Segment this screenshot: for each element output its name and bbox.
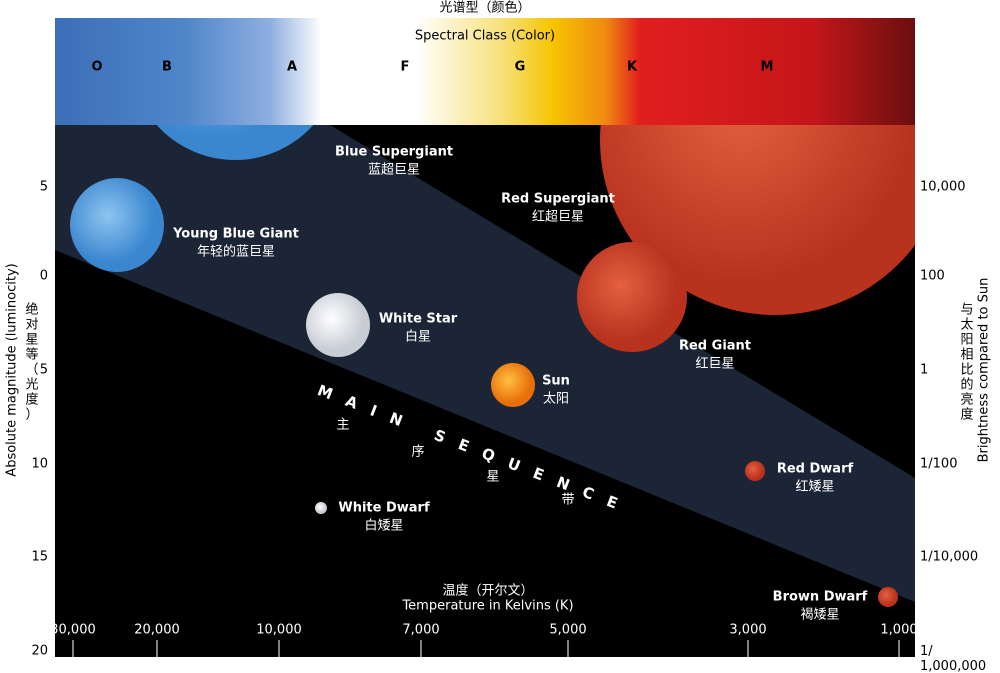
- star-name-en: Brown Dwarf: [773, 590, 868, 605]
- spectral-bar: [55, 18, 915, 125]
- right-label-zh: 阳: [960, 333, 973, 348]
- star-name-en: White Dwarf: [338, 501, 430, 516]
- spectral-class: O: [91, 60, 102, 75]
- right-label-zh: 与: [960, 303, 973, 318]
- x-tick-label: 3,000: [729, 623, 766, 638]
- x-tick-label: 7,000: [402, 623, 439, 638]
- right-label-zh: 太: [960, 318, 973, 333]
- star-name-en: Blue Supergiant: [335, 145, 453, 160]
- star: [156, 125, 314, 160]
- spectral-class: F: [401, 60, 410, 75]
- star-name-en: Sun: [542, 374, 570, 389]
- left-label-en: Absolute magnitude (luminocity): [5, 263, 20, 476]
- right-label-zh: 亮: [960, 392, 973, 408]
- spectral-class: A: [287, 60, 297, 75]
- left-label-zh: （: [25, 363, 38, 378]
- left-tick-label: 10: [31, 457, 48, 472]
- star-name-en: Red Giant: [679, 339, 751, 354]
- right-label-zh: 相: [960, 348, 973, 363]
- x-tick-label: 5,000: [549, 623, 586, 638]
- left-tick-label: 20: [31, 644, 48, 659]
- right-tick-label: 1/10,000: [920, 550, 978, 565]
- star: [70, 178, 164, 272]
- star-name-en: Red Supergiant: [501, 192, 615, 207]
- left-label-zh: 度: [25, 392, 38, 408]
- left-label-zh: 星: [25, 333, 38, 348]
- right-tick-label: 1/100: [920, 457, 957, 472]
- spectral-class: G: [515, 60, 526, 75]
- right-label-zh: 比: [960, 363, 973, 378]
- x-tick-label: 30,000: [50, 623, 96, 638]
- star-name-zh: 红巨星: [695, 356, 734, 372]
- x-label-zh: 温度（开尔文）: [442, 583, 533, 599]
- star-name-en: Young Blue Giant: [172, 227, 299, 242]
- main-sequence-zh: 带: [561, 493, 574, 508]
- spectral-class: B: [162, 60, 172, 75]
- left-tick-label: 15: [31, 550, 48, 565]
- left-tick-label: 0: [40, 269, 48, 284]
- star: [600, 125, 915, 315]
- right-label-en: Brightness compared to Sun: [977, 278, 992, 463]
- star-name-zh: 太阳: [543, 392, 569, 407]
- right-tick-label: 1: [920, 363, 928, 378]
- main-sequence-zh: 序: [411, 445, 424, 460]
- right-label-zh: 度: [960, 407, 973, 423]
- left-label-zh: 等: [25, 347, 38, 363]
- main-sequence-zh: 主: [336, 418, 349, 433]
- left-label-zh: 绝: [25, 302, 38, 318]
- x-tick-label: 10,000: [256, 623, 302, 638]
- left-label-zh: 对: [25, 318, 38, 333]
- right-tick-label: 100: [920, 269, 945, 284]
- spectral-class: M: [761, 60, 774, 75]
- star: [306, 293, 370, 357]
- star-name-zh: 白矮星: [364, 518, 403, 534]
- right-label-zh: 的: [960, 377, 973, 393]
- stars: [156, 125, 915, 315]
- star-name-zh: 蓝超巨星: [368, 163, 420, 178]
- star-name-zh: 红矮星: [795, 479, 834, 495]
- left-label-zh: ）: [25, 408, 38, 423]
- main-sequence-band: [55, 125, 915, 602]
- main-sequence-zh: 星: [486, 470, 499, 485]
- star-name-en: White Star: [379, 312, 458, 327]
- star-name-en: Red Dwarf: [777, 462, 854, 477]
- star-name-zh: 年轻的蓝巨星: [197, 244, 275, 260]
- x-label-en: Temperature in Kelvins (K): [401, 599, 573, 614]
- x-tick-label: 20,000: [134, 623, 180, 638]
- right-tick-label: 10,000: [920, 180, 966, 195]
- title-en: Spectral Class (Color): [415, 29, 555, 44]
- star: [745, 461, 765, 481]
- star: [878, 587, 898, 607]
- spectral-class: K: [627, 60, 638, 75]
- star-name-zh: 红超巨星: [532, 209, 584, 225]
- left-tick-label: 5: [40, 363, 48, 378]
- star-name-zh: 褐矮星: [800, 608, 839, 623]
- star: [491, 363, 535, 407]
- star: [577, 242, 687, 352]
- x-tick-label: 1,000: [880, 623, 917, 638]
- title-zh: 光谱型（颜色）: [439, 0, 530, 16]
- right-tick-label: 1/1,000,000: [920, 644, 986, 673]
- star-name-zh: 白星: [405, 329, 431, 345]
- left-tick-label: 5: [40, 180, 48, 195]
- left-label-zh: 光: [25, 378, 38, 393]
- star: [315, 502, 327, 514]
